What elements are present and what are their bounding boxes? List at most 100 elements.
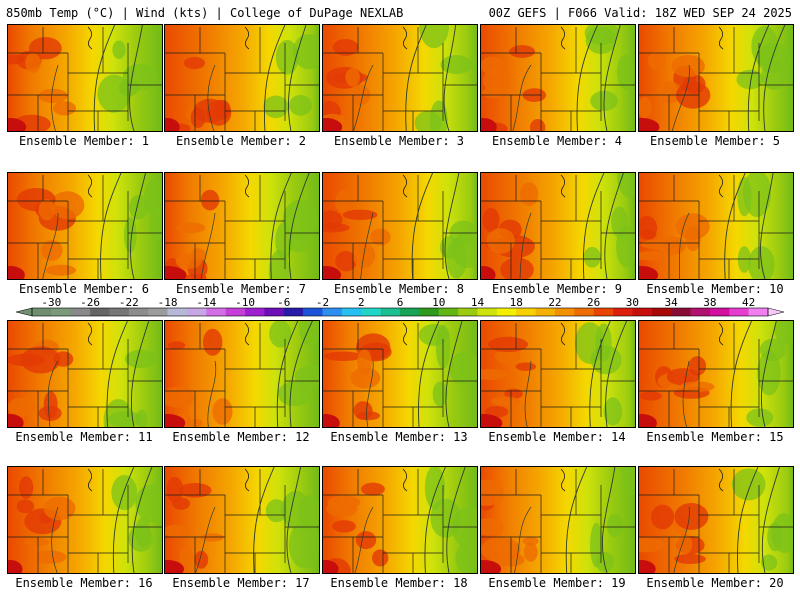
ensemble-member-label: Ensemble Member: 6	[18, 282, 150, 296]
colorbar-segment	[109, 308, 130, 316]
colorbar-tick-label: -6	[277, 296, 290, 309]
ensemble-member-map	[7, 466, 163, 574]
ensemble-member-map	[322, 320, 478, 428]
ensemble-member-label: Ensemble Member: 14	[488, 430, 626, 444]
ensemble-member-map	[164, 320, 320, 428]
ensemble-member-map	[638, 24, 794, 132]
colorbar-tick-label: 10	[432, 296, 445, 309]
ensemble-member-map	[7, 172, 163, 280]
temperature-colorbar: -30 -26 -22 -18 -14 -10 -6 -2 2 6 10 14 18 22 26 30 34 38…	[15, 296, 785, 317]
colorbar-tick-label: 14	[471, 296, 485, 309]
colorbar-segment	[167, 308, 188, 316]
ensemble-member-label: Ensemble Member: 19	[488, 576, 626, 590]
ensemble-member-map	[322, 24, 478, 132]
colorbar-segment	[264, 308, 285, 316]
ensemble-member-map	[7, 24, 163, 132]
colorbar-tick-label: 18	[510, 296, 523, 309]
colorbar-segment	[690, 308, 711, 316]
colorbar-segment	[245, 308, 265, 316]
ensemble-member-map	[480, 466, 636, 574]
colorbar-tick-label: 42	[742, 296, 755, 309]
colorbar-tick-label: 26	[587, 296, 600, 309]
ensemble-member-label: Ensemble Member: 15	[646, 430, 784, 444]
colorbar-segment	[438, 308, 459, 316]
colorbar-tick-label: 30	[626, 296, 639, 309]
colorbar-segment	[128, 308, 149, 316]
colorbar-tick-label: -22	[119, 296, 139, 309]
colorbar-segment	[651, 308, 672, 316]
colorbar-min-arrow	[15, 307, 33, 317]
colorbar-tick-label: -14	[196, 296, 216, 309]
colorbar-segment	[51, 308, 72, 316]
colorbar-segment	[341, 308, 362, 316]
ensemble-member-map	[7, 320, 163, 428]
ensemble-member-label: Ensemble Member: 10	[646, 282, 784, 296]
ensemble-member-label: Ensemble Member: 4	[491, 134, 623, 148]
colorbar-max-arrow	[767, 307, 785, 317]
colorbar-segment	[361, 308, 381, 316]
colorbar-segment	[206, 308, 226, 316]
ensemble-member-map	[480, 320, 636, 428]
colorbar-tick-label: -30	[41, 296, 61, 309]
colorbar-segment	[748, 308, 769, 316]
colorbar-segment	[186, 308, 207, 316]
colorbar-tick-label: -18	[158, 296, 178, 309]
colorbar-tick-label: 34	[665, 296, 679, 309]
colorbar-segment	[554, 308, 575, 316]
colorbar-segment	[70, 308, 91, 316]
colorbar-frame	[31, 307, 769, 317]
ensemble-member-label: Ensemble Member: 20	[646, 576, 784, 590]
ensemble-member-label: Ensemble Member: 13	[330, 430, 468, 444]
colorbar-segment	[90, 308, 110, 316]
ensemble-member-map	[480, 172, 636, 280]
colorbar-tick-label: -10	[235, 296, 255, 309]
colorbar-segment	[632, 308, 653, 316]
ensemble-member-map	[638, 172, 794, 280]
colorbar-segment	[303, 308, 323, 316]
colorbar-segment	[380, 308, 401, 316]
colorbar-segment	[535, 308, 556, 316]
colorbar-segment	[400, 308, 420, 316]
ensemble-member-map	[164, 172, 320, 280]
ensemble-member-label: Ensemble Member: 17	[172, 576, 310, 590]
ensemble-member-label: Ensemble Member: 7	[175, 282, 307, 296]
ensemble-member-label: Ensemble Member: 1	[18, 134, 150, 148]
ensemble-member-label: Ensemble Member: 18	[330, 576, 468, 590]
ensemble-member-label: Ensemble Member: 9	[491, 282, 623, 296]
colorbar-tick-label: -2	[316, 296, 329, 309]
ensemble-member-label: Ensemble Member: 11	[15, 430, 153, 444]
ensemble-member-map	[480, 24, 636, 132]
ensemble-member-map	[638, 466, 794, 574]
colorbar-segment	[32, 308, 52, 316]
colorbar-tick-label: 6	[397, 296, 404, 309]
colorbar-segment	[148, 308, 168, 316]
ensemble-member-map	[164, 24, 320, 132]
ensemble-member-label: Ensemble Member: 3	[333, 134, 465, 148]
ensemble-member-map	[322, 172, 478, 280]
colorbar-segment	[671, 308, 691, 316]
colorbar-segment	[225, 308, 246, 316]
colorbar-segment	[574, 308, 594, 316]
colorbar-segment	[496, 308, 517, 316]
map-title: 850mb Temp (°C) | Wind (kts) | College o…	[6, 6, 404, 20]
colorbar-segment	[283, 308, 304, 316]
colorbar-segment	[709, 308, 730, 316]
colorbar-tick-label: -26	[80, 296, 100, 309]
forecast-valid-time: 00Z GEFS | F066 Valid: 18Z WED SEP 24 20…	[488, 6, 792, 20]
ensemble-member-label: Ensemble Member: 12	[172, 430, 310, 444]
ensemble-member-map	[164, 466, 320, 574]
ensemble-member-map	[322, 466, 478, 574]
colorbar-segment	[458, 308, 478, 316]
colorbar-segment	[729, 308, 749, 316]
colorbar-segment	[613, 308, 633, 316]
colorbar-segment	[516, 308, 536, 316]
colorbar-tick-label: 22	[548, 296, 561, 309]
ensemble-member-label: Ensemble Member: 5	[649, 134, 781, 148]
ensemble-member-label: Ensemble Member: 8	[333, 282, 465, 296]
colorbar-segment	[322, 308, 343, 316]
ensemble-member-label: Ensemble Member: 2	[175, 134, 307, 148]
colorbar-tick-label: 38	[703, 296, 716, 309]
ensemble-member-label: Ensemble Member: 16	[15, 576, 153, 590]
colorbar-segment	[419, 308, 440, 316]
colorbar-segment	[477, 308, 498, 316]
